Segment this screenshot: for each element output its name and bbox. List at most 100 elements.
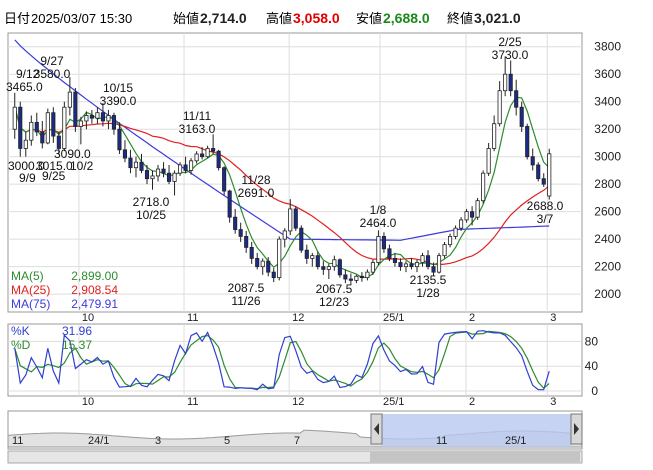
candle-body [144,170,150,180]
candle-body [503,73,508,92]
stochastic-x-axis: 10 11 12 25/1 2 3 [82,396,556,408]
candle-body [62,106,67,149]
low-annotation-date: 10/2 [70,159,94,173]
annotation-date: 10/25 [136,208,166,222]
low-annotation-value: 3015.0 [36,159,73,173]
scrollbar-thumb[interactable] [370,452,580,462]
price-tick-label: 3400 [594,95,621,109]
candle-body [216,150,221,169]
ma75-value: 2,479.91 [71,297,118,311]
open-label: 始値 [173,11,199,26]
candle-body [255,257,260,268]
candle-body [376,236,381,263]
candle-body [12,106,17,130]
candle-body [481,172,486,202]
price-panel [7,32,583,313]
candle-body [492,123,497,149]
candles [12,56,552,285]
candle-body [321,266,326,270]
candle-body [277,238,282,279]
candle-body [266,260,271,273]
candle-body [381,236,386,250]
annotation-value: 2067.5 [316,282,353,296]
k-label: %K [11,324,30,338]
candle-body [310,255,315,259]
price-tick-label: 3600 [594,67,621,81]
candle-body [122,149,128,159]
x-tick-label: 12 [292,396,304,408]
candle-body [354,275,359,281]
candle-body [541,178,546,185]
x-tick-label: 2 [469,396,475,408]
chevron-right-icon [574,423,579,435]
candle-body [403,263,409,268]
annotation-value: 2718.0 [133,195,170,209]
x-tick-label: 12 [292,312,304,324]
ma5-label: MA(5) [11,269,44,283]
navigator-label: 7 [294,435,300,447]
candle-body [150,175,155,180]
price-tick-label: 2600 [594,205,621,219]
k-line [14,330,550,391]
low-annotation-date: 9/9 [19,171,36,185]
quote-header: 日付 2025/03/07 15:30 始値 2,714.0 高値 3,058.… [4,10,521,26]
candle-body [282,230,287,240]
candle-body [398,262,403,268]
navigator-label: 11 [12,435,23,447]
low-annotation-value: 3000.0 [8,159,45,173]
candle-body [464,211,469,221]
annotation-value: 3580.0 [34,67,71,81]
price-tick-label: 2800 [594,177,621,191]
price-tick-label: 3000 [594,150,621,164]
candle-body [326,266,331,270]
navigator-selection [382,414,571,447]
candle-body [78,120,83,127]
price-tick-label: 3800 [594,40,621,54]
close-value: 3,021.0 [474,10,521,26]
x-tick-label: 11 [187,312,198,324]
candle-body [89,115,94,119]
navigator-label: 5 [224,435,230,447]
annotation-date: 1/8 [370,203,387,217]
navigator-labels: 11 24/1 3 5 7 11 25/1 [12,435,526,447]
candle-body [23,139,28,149]
candle-body [332,259,337,268]
candle-body [106,115,111,122]
candle-body [304,249,309,259]
k-value: 31.96 [62,324,92,338]
datetime: 2025/03/07 15:30 [31,11,132,26]
annotation-value: 3465.0 [6,80,43,94]
x-tick-label: 2 [469,312,475,324]
ma25-label: MA(25) [11,283,50,297]
candle-body [178,164,183,174]
navigator-label: 3 [155,435,161,447]
annotation-value: 3163.0 [179,122,216,136]
ma75-label: MA(75) [11,297,50,311]
ma5-value: 2,899.00 [71,269,118,283]
candle-body [337,259,342,276]
close-label: 終値 [447,11,473,26]
candle-body [431,266,436,273]
annotation-value: 2691.0 [238,186,275,200]
annotation-date: 9/12 [16,67,40,81]
x-tick-label: 3 [550,312,556,324]
stochastic-lines [14,330,550,391]
stoch-tick-label: 80 [585,334,599,348]
candle-body [18,106,23,149]
navigator-label: 11 [436,435,447,447]
candle-body [453,227,458,237]
low-value: 2,688.0 [383,10,430,26]
stochastic-grid: 0 40 80 [8,324,598,398]
annotation-date: 11/11 [183,109,212,123]
d-line [14,330,550,390]
candle-body [227,190,232,218]
candle-body [244,236,249,248]
candle-body [365,271,370,279]
candle-body [233,216,238,230]
price-tick-label: 2400 [594,232,621,246]
annotation-value: 2688.0 [527,199,564,213]
candle-body [238,229,243,237]
candle-body [189,160,194,171]
navigator-label: 25/1 [505,435,526,447]
